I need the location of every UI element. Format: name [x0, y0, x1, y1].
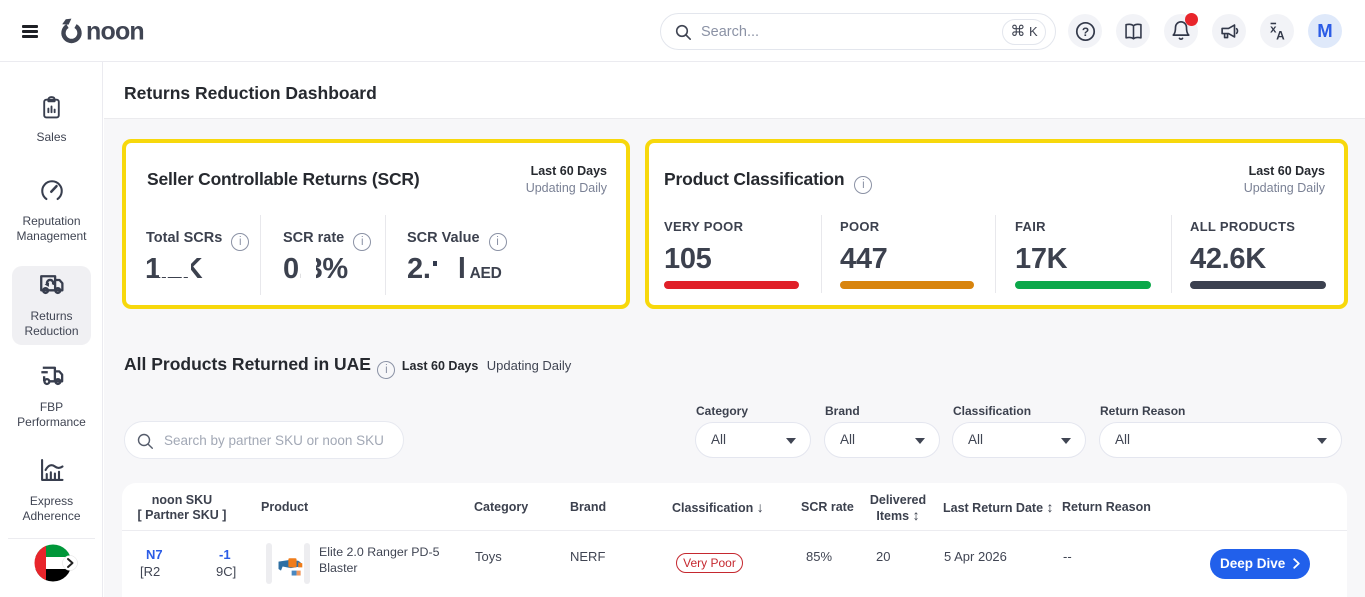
- svg-text:A: A: [1276, 28, 1285, 42]
- svg-text:noon: noon: [86, 18, 144, 46]
- svg-text:x: x: [1270, 23, 1277, 35]
- svg-text:?: ?: [1081, 25, 1088, 39]
